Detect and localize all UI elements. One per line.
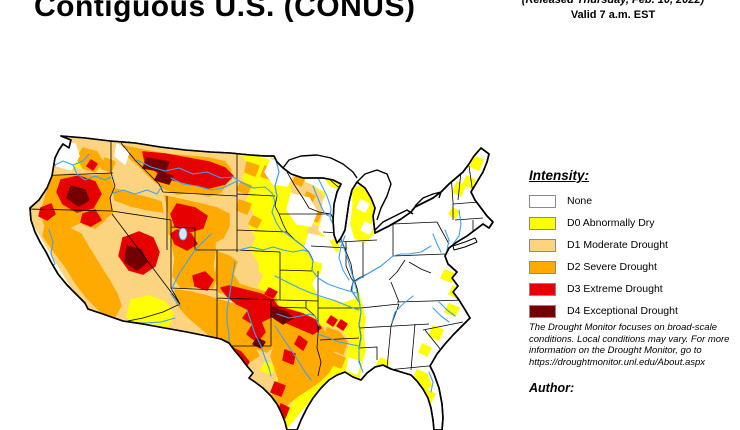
lake-erie [374,209,414,231]
great-lakes [282,154,478,251]
lake-huron [356,169,392,221]
legend-label: D0 Abnormally Dry [567,217,655,229]
legend-label: None [567,195,593,207]
intensity-legend: Intensity: None D0 Abnormally Dry D1 Mod… [529,168,734,322]
long-island [452,237,478,251]
d4-swatch [529,304,556,318]
disclaimer-text: The Drought Monitor focuses on broad-sca… [529,322,730,368]
d2-swatch [529,260,556,274]
d1-swatch [529,238,556,252]
legend-label: D3 Extreme Drought [567,283,663,295]
no-drought-regions [51,139,374,375]
great-salt-lake [178,227,188,241]
legend-item-none: None [529,190,734,212]
drought-map-svg [29,135,494,430]
valid-time-line: Valid 7 a.m. EST [570,9,656,21]
legend-item-d1: D1 Moderate Drought [529,234,734,256]
d4-exceptional-drought-regions [66,157,294,349]
legend-item-d0: D0 Abnormally Dry [529,212,734,234]
released-date-line: (Released Thursday, Feb. 10, 2022) [521,0,705,6]
rivers [48,153,462,393]
conus-drought-map [25,130,515,430]
author-label: Author: [529,381,575,395]
state-borders [30,140,484,377]
release-info: (Released Thursday, Feb. 10, 2022) Valid… [488,0,738,22]
d0-swatch [529,216,556,230]
lake-superior [282,154,358,179]
legend-title: Intensity: [529,168,590,183]
us-outline [29,135,494,430]
legend-item-d4: D4 Exceptional Drought [529,300,734,322]
legend-label: D4 Exceptional Drought [567,305,678,317]
legend-item-d3: D3 Extreme Drought [529,278,734,300]
legend-label: D1 Moderate Drought [567,239,668,251]
legend-label: D2 Severe Drought [567,261,657,273]
none-swatch [529,194,556,208]
page-title: Contiguous U.S. (CONUS) [34,0,416,23]
lake-ontario [414,191,442,207]
legend-item-d2: D2 Severe Drought [529,256,734,278]
d3-swatch [529,282,556,296]
